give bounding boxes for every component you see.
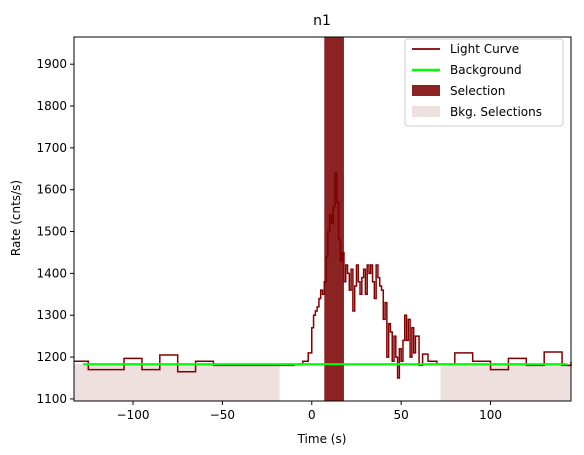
legend-label: Selection xyxy=(450,84,505,98)
x-tick-label: −50 xyxy=(210,408,235,422)
y-tick-label: 1700 xyxy=(36,141,67,155)
y-tick-label: 1900 xyxy=(36,57,67,71)
legend-box xyxy=(404,38,564,127)
y-axis: 1100 1200 1300 1400 1500 1600 1700 1800 1900 xyxy=(36,57,74,406)
legend-label: Bkg. Selections xyxy=(450,105,542,119)
y-tick-label: 1200 xyxy=(36,350,67,364)
x-tick-label: −100 xyxy=(117,408,150,422)
y-tick-label: 1400 xyxy=(36,266,67,280)
x-tick-label: 100 xyxy=(479,408,502,422)
y-tick-label: 1600 xyxy=(36,183,67,197)
y-tick-label: 1100 xyxy=(36,392,67,406)
light-curve-line xyxy=(74,172,572,379)
legend-swatch xyxy=(412,106,440,117)
legend-label: Background xyxy=(450,63,522,77)
x-axis: −100 −50 0 50 100 xyxy=(117,401,502,422)
selection-band xyxy=(324,37,344,401)
x-tick-label: 0 xyxy=(308,408,316,422)
y-tick-label: 1500 xyxy=(36,225,67,239)
chart-title: n1 xyxy=(313,13,331,29)
x-axis-label: Time (s) xyxy=(297,432,347,446)
legend-label: Light Curve xyxy=(450,42,519,56)
y-tick-label: 1800 xyxy=(36,99,67,113)
selection-region xyxy=(324,37,344,401)
legend-swatch xyxy=(412,85,440,96)
x-tick-label: 50 xyxy=(394,408,409,422)
plot-frame xyxy=(73,36,572,402)
legend: Light Curve Background Selection Bkg. Selec… xyxy=(404,38,564,127)
y-axis-label: Rate (cnts/s) xyxy=(9,180,23,256)
y-tick-label: 1300 xyxy=(36,308,67,322)
